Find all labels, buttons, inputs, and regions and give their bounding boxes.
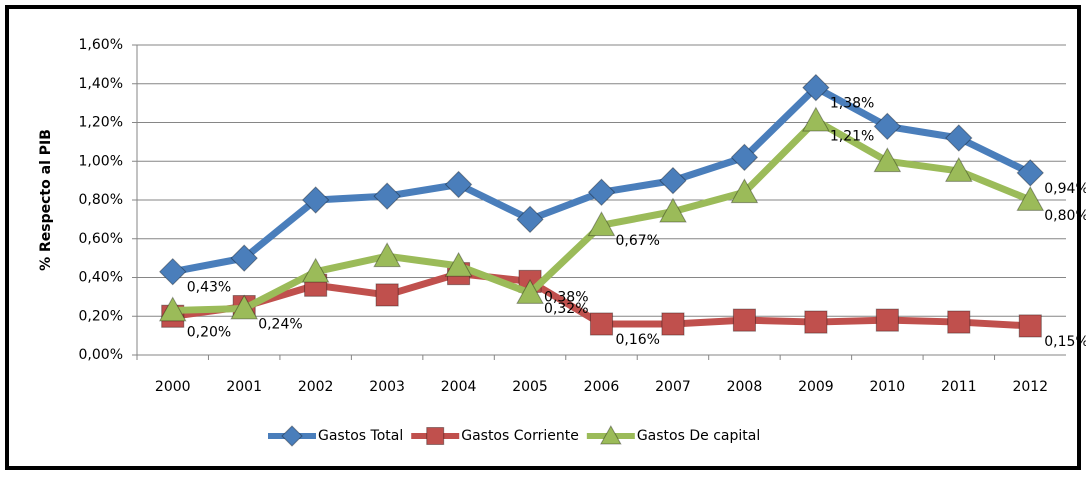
legend-label: Gastos Total [318,428,403,444]
x-tick-label: 2008 [727,379,763,395]
y-axis-label: % Respecto al PIB [38,129,54,271]
data-label: 0,94% [1044,181,1086,197]
marker [873,112,902,141]
marker [1016,159,1044,187]
marker [444,251,473,277]
data-label: 0,24% [258,317,302,333]
marker [659,197,687,223]
marker [281,425,303,447]
x-tick-label: 2003 [369,379,405,395]
marker [947,310,971,334]
x-tick-label: 2007 [655,379,691,395]
marker [1018,314,1042,338]
y-tick-label: 1,20% [79,115,123,131]
marker [444,170,473,199]
marker [516,205,544,234]
y-tick-label: 0,80% [79,192,123,208]
y-tick-label: 0,60% [79,231,123,247]
chart-border [5,5,1081,470]
marker [730,178,759,204]
marker [730,143,759,172]
x-tick-label: 2006 [584,379,620,395]
data-label: 0,80% [1044,208,1086,224]
data-label: 0,15% [1044,334,1086,350]
marker [804,310,828,334]
marker [230,294,259,320]
marker [944,156,973,182]
marker [802,106,830,132]
marker [159,257,187,286]
marker [1016,185,1045,211]
data-label: 1,21% [830,129,874,145]
marker [732,308,756,332]
x-tick-label: 2010 [870,379,906,395]
data-label: 0,38% [544,289,588,305]
marker [301,257,330,283]
marker [230,244,258,272]
data-label: 1,38% [830,96,874,112]
data-label: 0,16% [616,332,660,348]
marker [802,73,830,102]
data-label: 0,43% [187,280,231,296]
x-tick-label: 2009 [798,379,834,395]
marker [661,312,685,336]
x-tick-label: 2011 [941,379,977,395]
marker [426,427,445,445]
y-tick-label: 1,40% [79,76,123,92]
marker [599,424,622,445]
marker [589,312,614,336]
data-label: 0,67% [616,233,660,249]
y-tick-label: 0,40% [79,270,123,286]
marker [873,147,902,173]
y-tick-label: 1,60% [79,37,123,53]
marker [301,186,330,214]
legend-label: Gastos Corriente [461,428,579,444]
marker [373,182,401,210]
marker [516,278,544,304]
data-label: 0,32% [544,301,588,317]
x-tick-label: 2012 [1012,379,1048,395]
y-tick-label: 0,20% [79,308,123,324]
x-tick-label: 2001 [226,379,262,395]
marker [373,242,401,268]
data-label: 0,20% [187,324,231,340]
y-tick-label: 0,00% [79,347,123,363]
marker [659,166,687,195]
legend-label: Gastos De capital [637,428,760,444]
marker [587,211,616,237]
marker [587,178,616,206]
marker [945,124,973,152]
x-tick-label: 2000 [155,379,191,395]
x-tick-label: 2002 [298,379,334,395]
y-tick-label: 1,00% [79,153,123,169]
marker [158,296,187,322]
marker [375,283,399,307]
x-tick-label: 2005 [512,379,548,395]
x-tick-label: 2004 [441,379,477,395]
marker [875,308,899,332]
